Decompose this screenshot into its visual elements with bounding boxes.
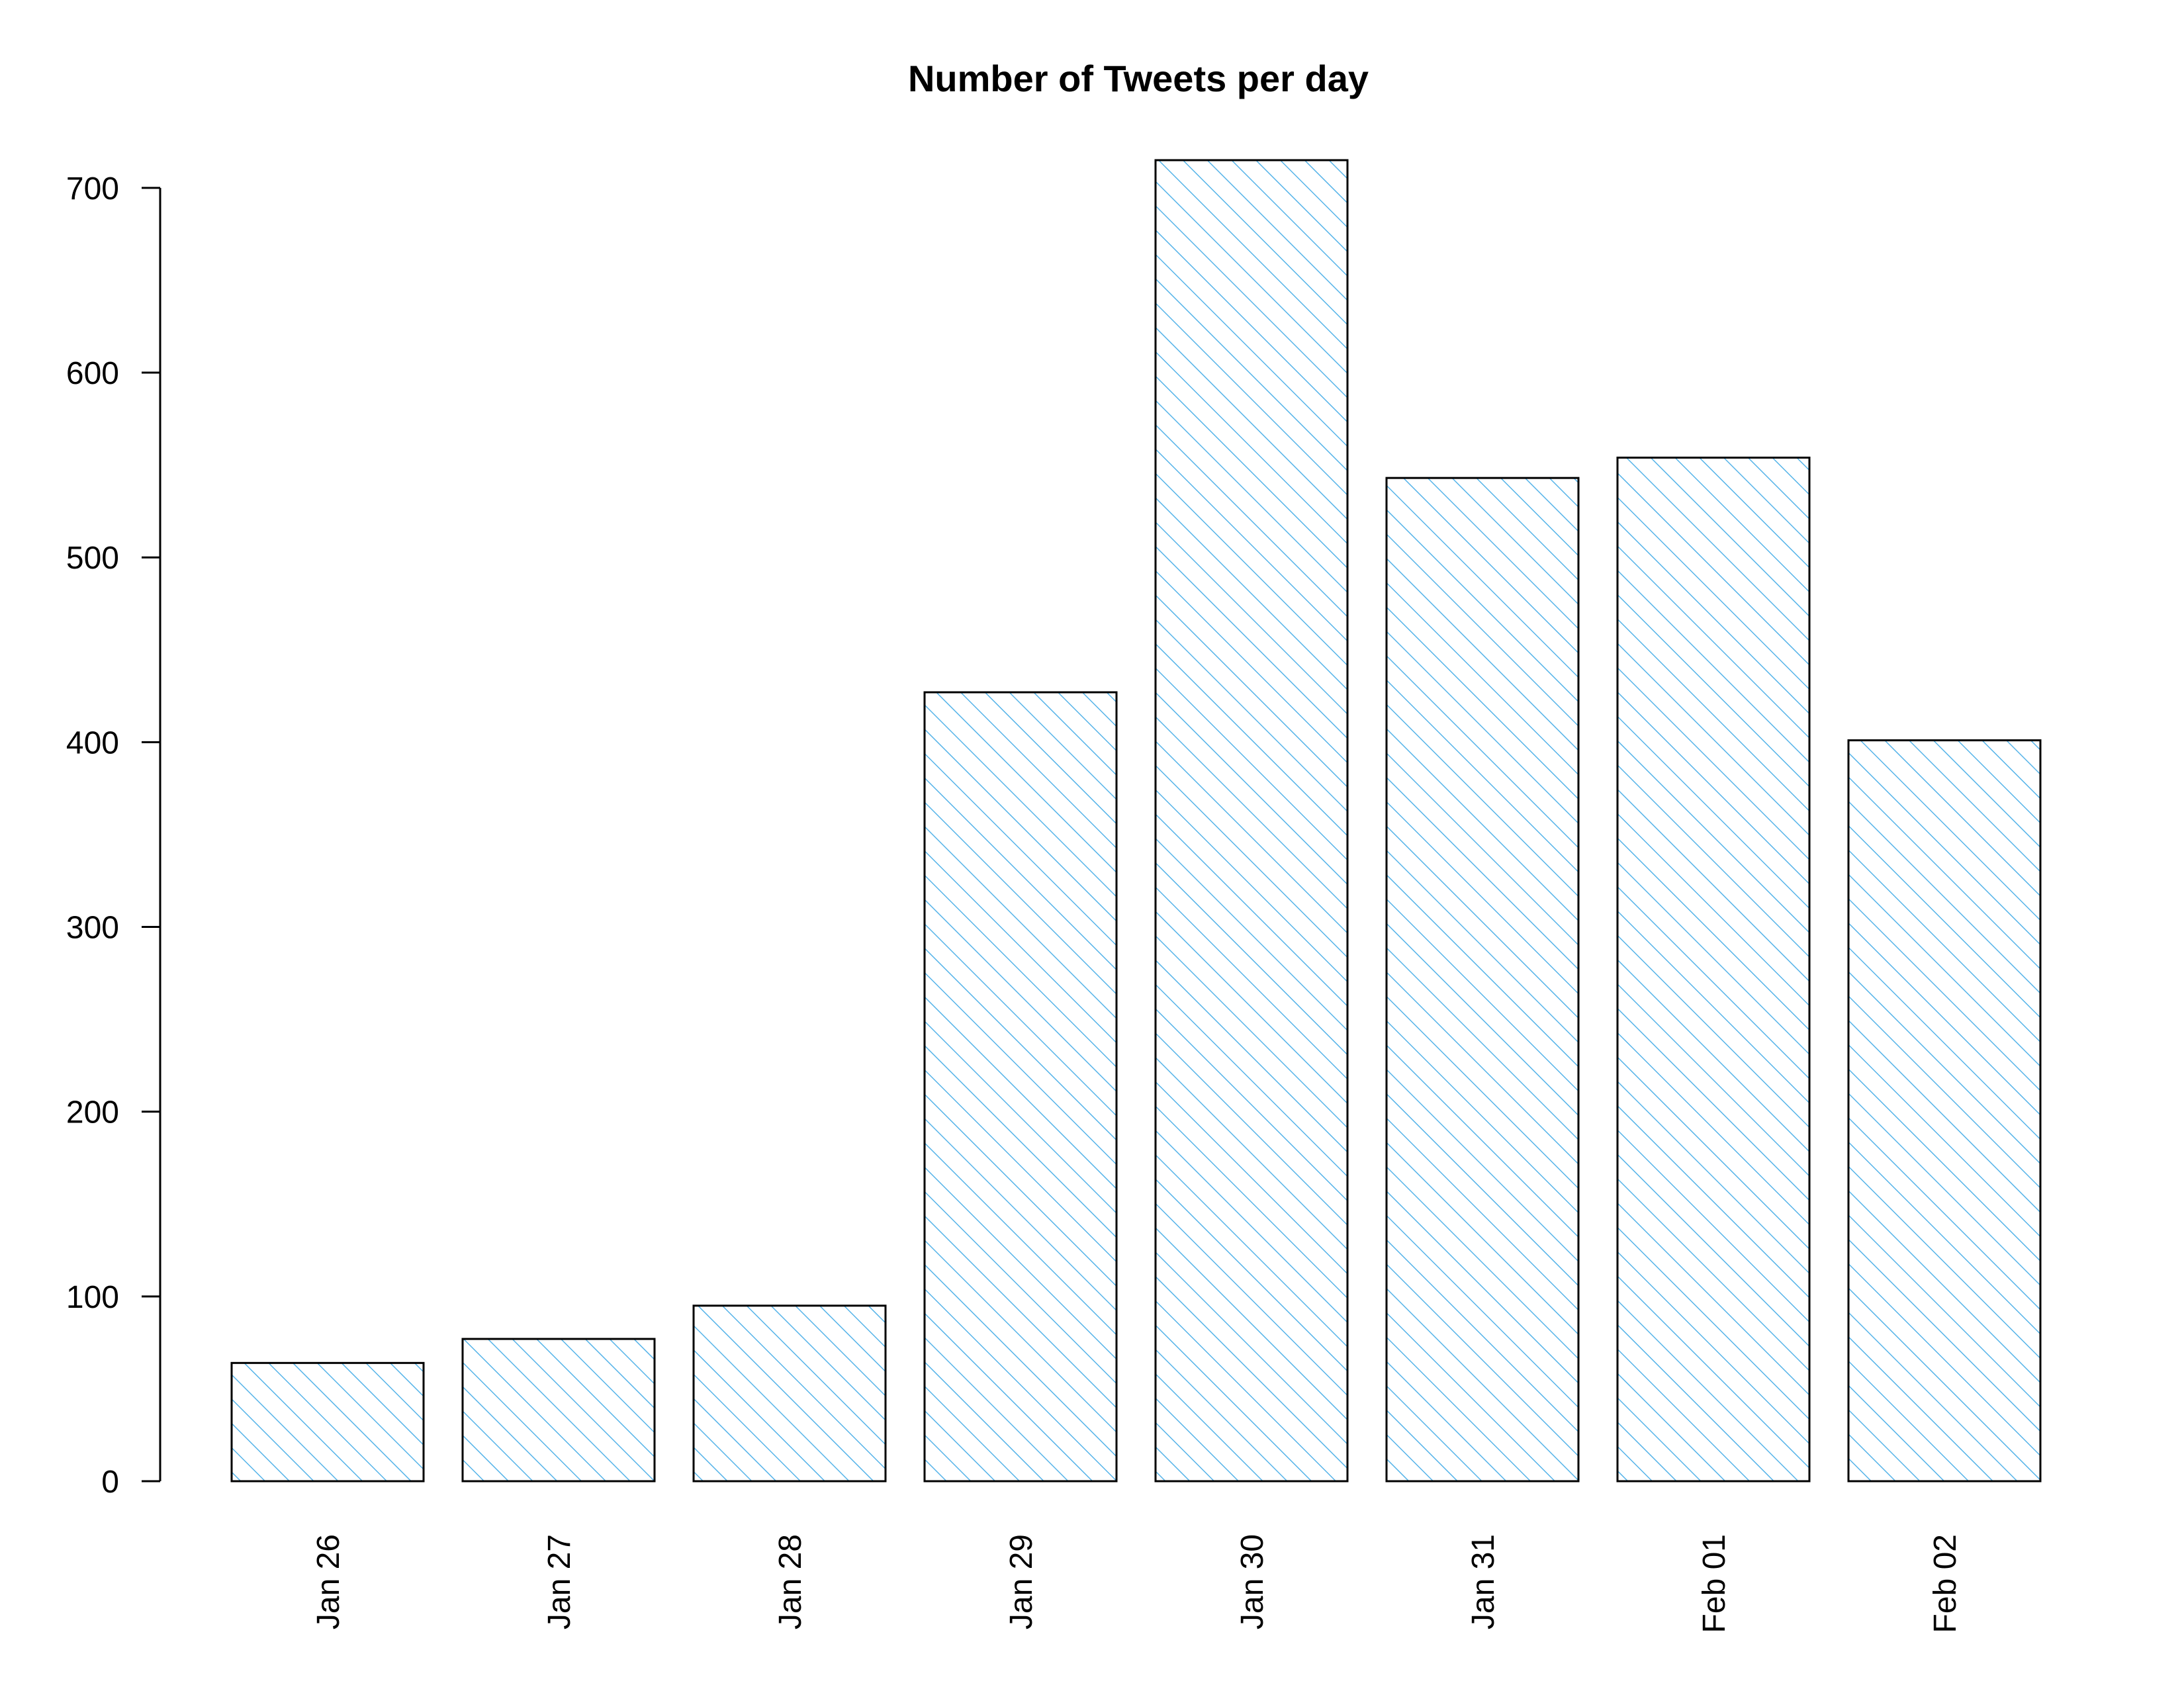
bar-outline	[1154, 159, 1349, 1483]
x-tick-label: Jan 26	[311, 1534, 346, 1629]
bar	[925, 692, 1116, 1481]
y-tick-label: 700	[66, 171, 119, 206]
bar-outline	[692, 1304, 887, 1483]
bar	[1848, 740, 2040, 1481]
bar	[232, 1363, 424, 1481]
bar	[1156, 160, 1347, 1481]
bar-outline	[1847, 739, 2042, 1483]
y-tick-label: 400	[66, 725, 119, 760]
y-tick-label: 300	[66, 911, 119, 946]
bar-outline	[1616, 456, 1811, 1483]
bar-outline	[230, 1361, 425, 1483]
bars	[230, 159, 2042, 1483]
x-tick-label: Jan 28	[773, 1534, 808, 1629]
x-tick-label: Feb 01	[1697, 1534, 1732, 1633]
x-tick-label: Jan 30	[1235, 1534, 1270, 1629]
y-tick-label: 500	[66, 541, 119, 576]
y-axis: 0 100 200 300 400 500 600 700	[66, 171, 161, 1500]
bar	[1387, 478, 1578, 1481]
y-tick-label: 600	[66, 356, 119, 391]
x-axis-labels: Jan 26 Jan 27 Jan 28 Jan 29 Jan 30 Jan 31 Feb …	[311, 1534, 1963, 1633]
y-tick-label: 100	[66, 1280, 119, 1315]
x-tick-label: Jan 31	[1466, 1534, 1501, 1629]
y-tick-label: 200	[66, 1095, 119, 1130]
y-tick-label: 0	[101, 1465, 119, 1500]
x-tick-label: Jan 27	[542, 1534, 577, 1629]
x-tick-label: Feb 02	[1928, 1534, 1963, 1633]
bar	[1617, 457, 1809, 1481]
bar-outline	[1385, 477, 1580, 1483]
chart-title: Number of Tweets per day	[908, 58, 1369, 99]
x-tick-label: Jan 29	[1004, 1534, 1039, 1629]
bar-outline	[923, 691, 1118, 1483]
bar-outline	[461, 1338, 656, 1483]
bar	[694, 1305, 886, 1481]
bar	[463, 1339, 655, 1481]
